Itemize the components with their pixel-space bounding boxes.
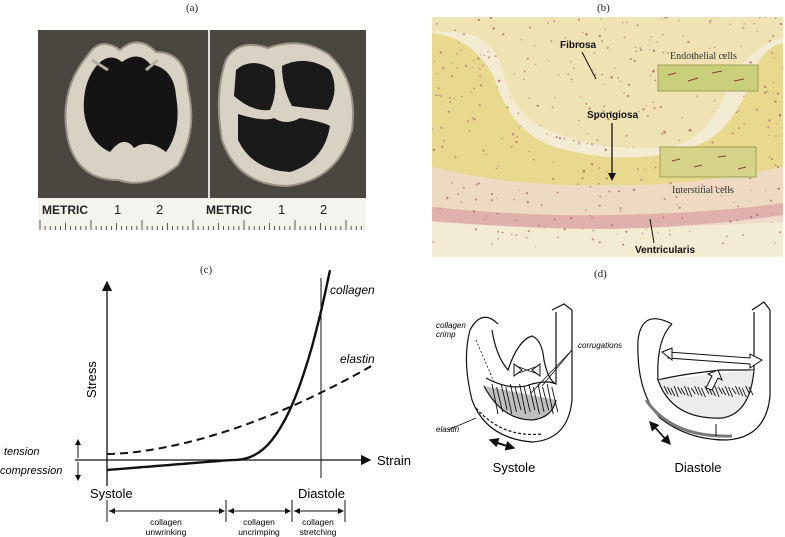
- ruler-right-1: 1: [278, 202, 285, 217]
- range-1-line2: unwrinking: [146, 527, 187, 537]
- elastin-curve: [106, 363, 376, 455]
- spongiosa-label: Spongiosa: [587, 110, 639, 121]
- x-axis-label: Strain: [377, 453, 411, 468]
- ruler-right-metric: METRIC: [206, 203, 252, 217]
- valve-leaflet-diagram: collagen crimp corrugations elastin Syst…: [436, 301, 771, 475]
- endothelial-inset: [657, 64, 759, 92]
- metric-ruler: [38, 198, 366, 230]
- corrugations-label: corrugations: [578, 341, 622, 350]
- open-valve-image: [64, 41, 193, 184]
- histology-micrograph: Endothelial cells Interstitial cells Fib…: [432, 17, 783, 257]
- fibrosa-arrow: [581, 51, 597, 80]
- ruler-ticks: [39, 220, 362, 230]
- range-1-line1: collagen: [150, 517, 182, 527]
- elastin-curve-label: elastin: [340, 352, 375, 366]
- panel-d-label: (d): [594, 268, 607, 280]
- panel-a-label: (a): [186, 2, 199, 14]
- range-brackets: [106, 500, 346, 522]
- range-3-line2: stretching: [300, 527, 337, 537]
- panel-b-label: (b): [597, 2, 610, 14]
- valve-photograph: METRIC 1 2 METRIC 1 2: [38, 30, 366, 230]
- ruler-right-2: 2: [320, 202, 327, 217]
- ventricularis-label: Ventricularis: [635, 245, 695, 256]
- systole-leaflet: [465, 303, 573, 443]
- systole-label: Systole: [90, 486, 133, 501]
- systole-collagen-fibres: [491, 383, 559, 415]
- compression-label: compression: [0, 465, 62, 477]
- fibrosa-label: Fibrosa: [560, 40, 597, 51]
- ruler-left-metric: METRIC: [42, 203, 88, 217]
- diastole-label: Diastole: [298, 486, 345, 501]
- ventricularis-arrow: [649, 218, 655, 244]
- diastole-small-arrow: [705, 369, 723, 391]
- collagen-crimp-label-2: crimp: [436, 330, 456, 339]
- collagen-crimp-label-1: collagen: [436, 321, 466, 330]
- ruler-left-1: 1: [114, 202, 121, 217]
- panel-c-label: (c): [200, 264, 213, 276]
- diastole-leaflet: [637, 301, 771, 441]
- stress-strain-graph: Stress Strain tension compression collag…: [0, 269, 411, 537]
- collagen-curve-label: collagen: [330, 283, 375, 297]
- endothelial-label: Endothelial cells: [670, 51, 737, 62]
- interstitial-label: Interstitial cells: [672, 185, 734, 196]
- range-2-line1: collagen: [243, 517, 275, 527]
- closed-valve-image: [217, 42, 354, 188]
- range-3-line1: collagen: [302, 517, 334, 527]
- tension-label: tension: [4, 446, 39, 458]
- y-axis-label: Stress: [84, 361, 99, 398]
- collagen-curve: [106, 269, 332, 472]
- ruler-left-2: 2: [156, 202, 163, 217]
- interstitial-inset: [659, 146, 757, 178]
- elastin-label: elastin: [436, 425, 460, 434]
- diastole-diagram-label: Diastole: [675, 460, 722, 475]
- range-2-line2: uncrimping: [238, 527, 280, 537]
- diastole-tension-arrow: [667, 351, 763, 369]
- systole-diagram-label: Systole: [493, 460, 536, 475]
